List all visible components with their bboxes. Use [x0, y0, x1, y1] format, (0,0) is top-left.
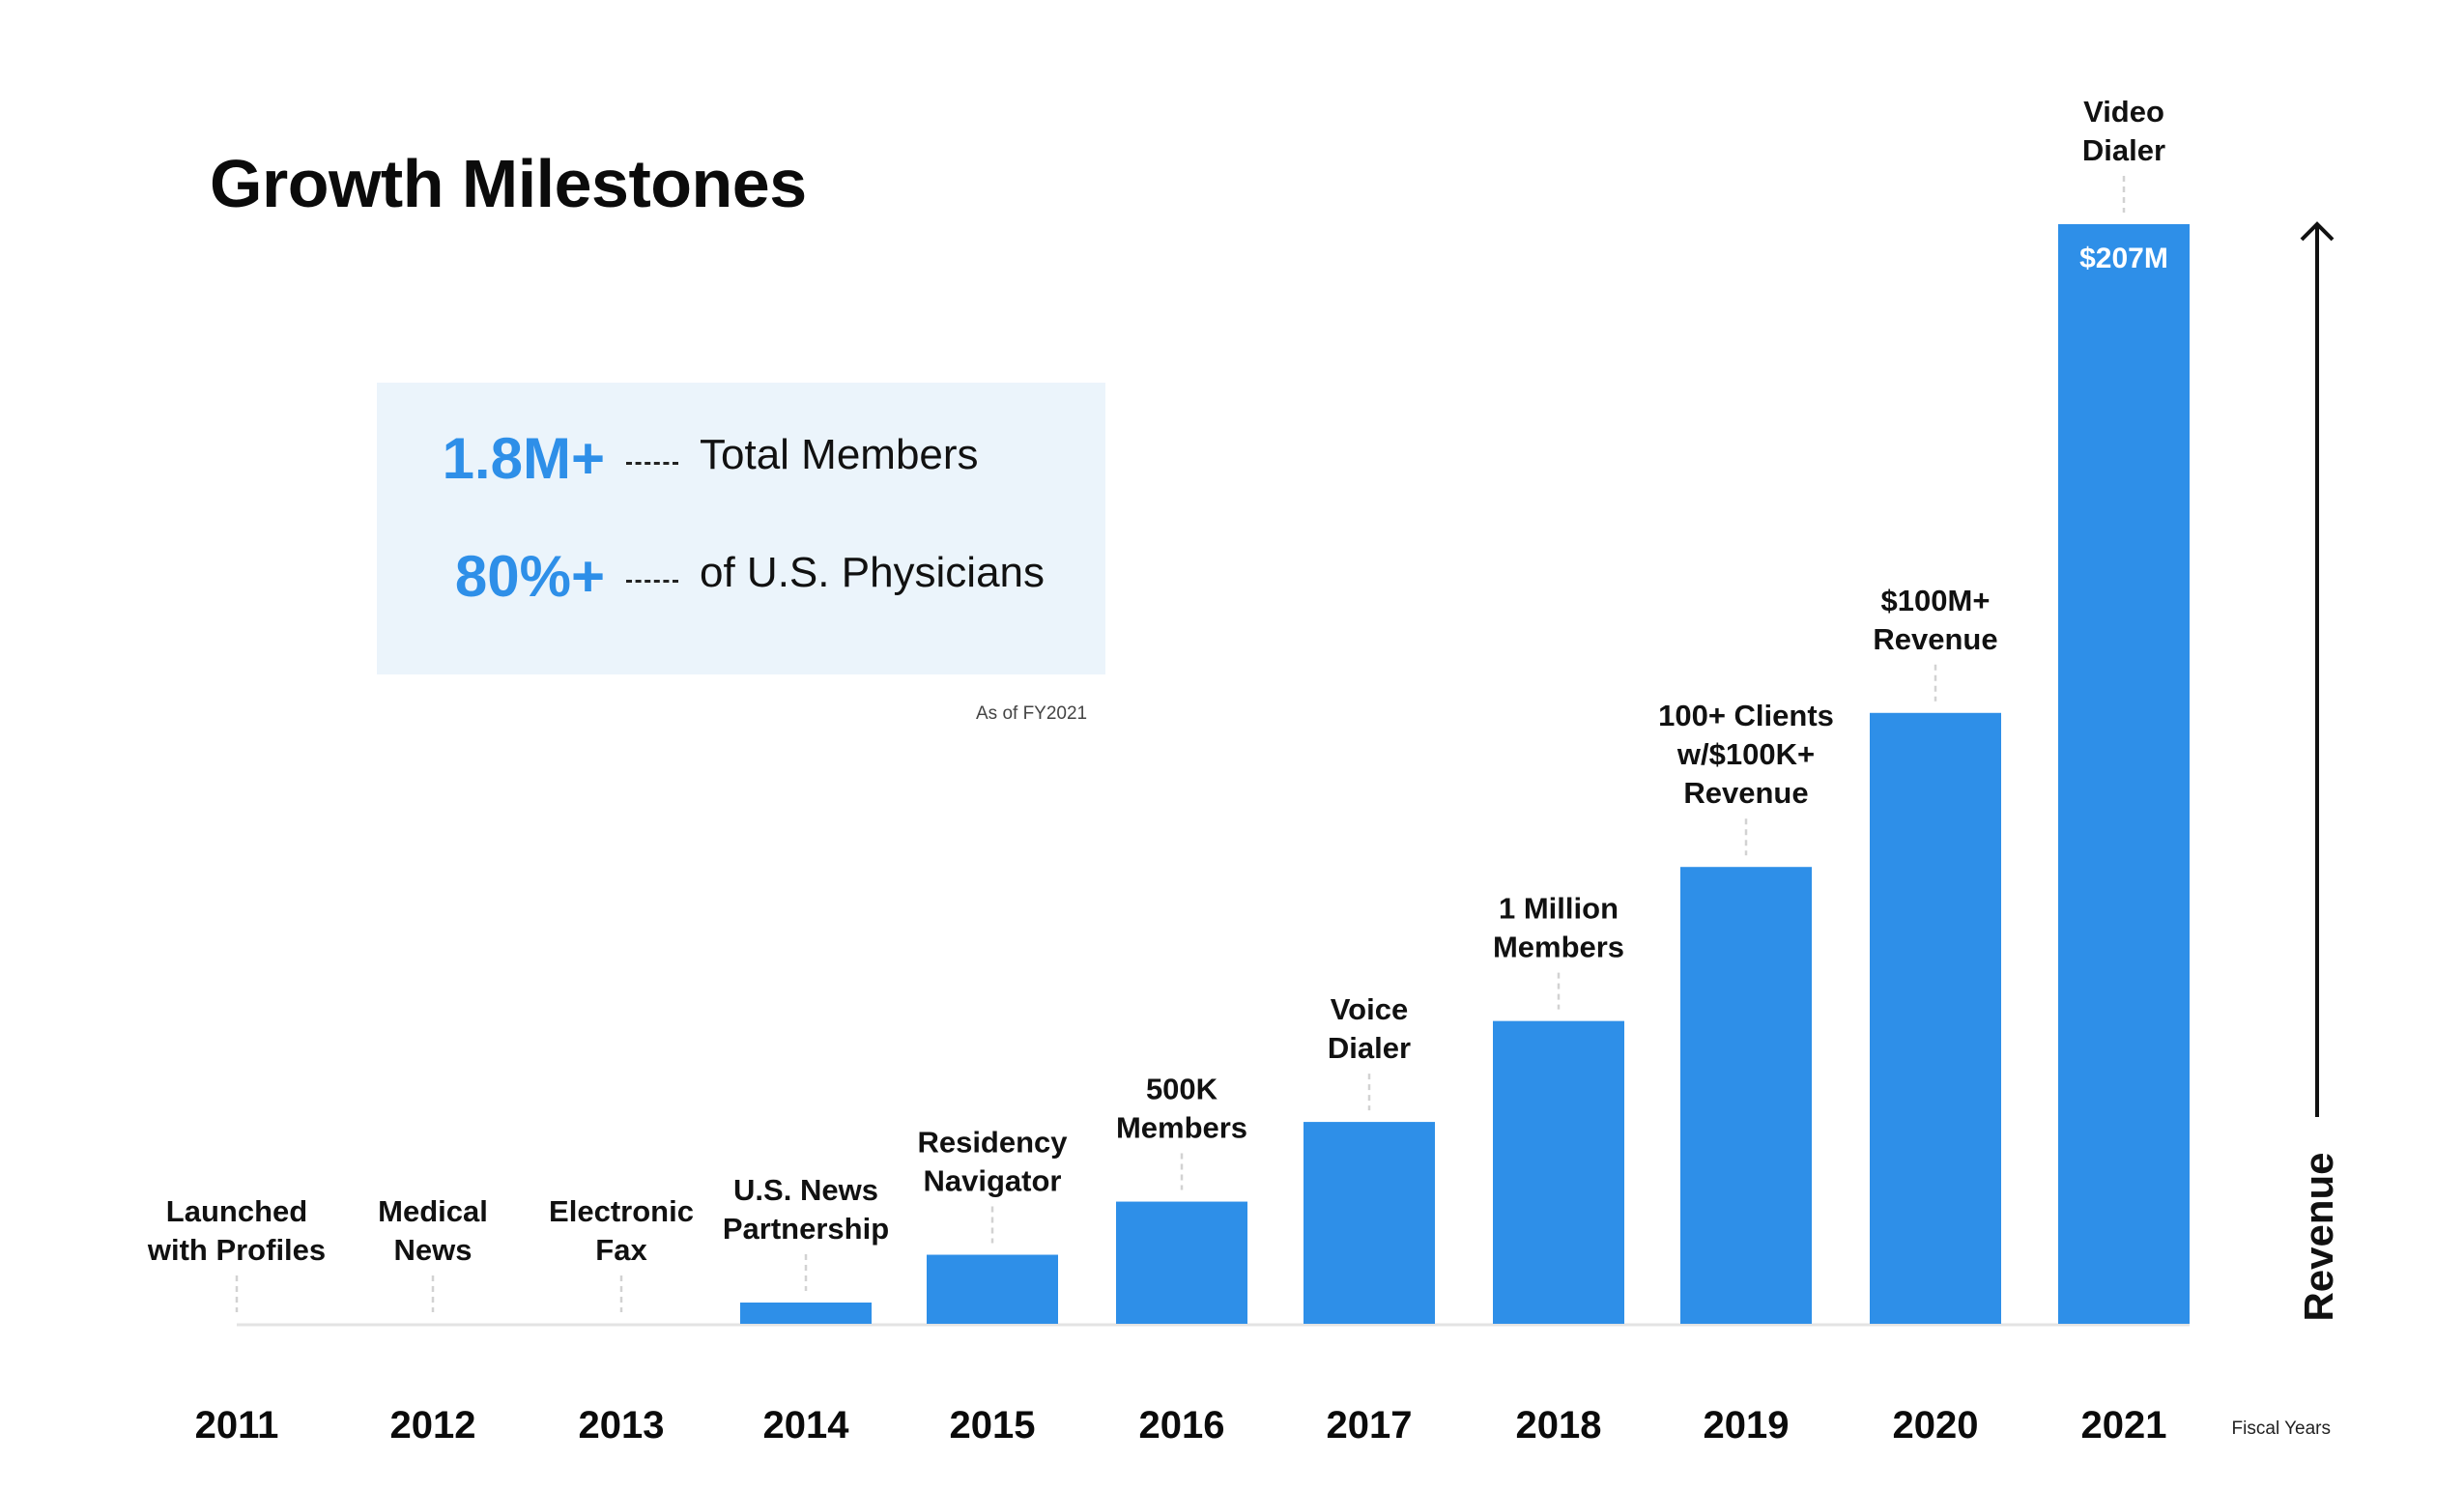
- dash-connector: [626, 462, 678, 465]
- x-tick-label-2017: 2017: [1327, 1404, 1413, 1447]
- x-tick-label-2019: 2019: [1704, 1404, 1790, 1447]
- milestone-label-2015: Residency Navigator: [917, 1126, 1068, 1198]
- bar-2015: [927, 1254, 1058, 1324]
- arrow-up-icon: [2300, 221, 2335, 242]
- milestone-label-2020: $100M+ Revenue: [1873, 584, 1997, 656]
- y-axis-title: Revenue: [2296, 1152, 2341, 1321]
- data-label-2021: $207M: [2079, 243, 2168, 274]
- milestone-label-2016: 500K Members: [1116, 1073, 1247, 1145]
- stat-value: 80%+: [454, 544, 605, 609]
- bar-2021: [2058, 224, 2190, 1324]
- milestone-label-2013: Electronic Fax: [549, 1194, 694, 1267]
- x-tick-label-2013: 2013: [579, 1404, 665, 1447]
- milestone-label-2012: Medical News: [378, 1194, 488, 1267]
- page-title: Growth Milestones: [210, 146, 807, 221]
- x-tick-label-2018: 2018: [1516, 1404, 1602, 1447]
- as-of-note: As of FY2021: [976, 703, 1088, 724]
- x-tick-label-2021: 2021: [2081, 1404, 2167, 1447]
- stat-total-members: 1.8M+ Total Members: [377, 425, 1105, 502]
- bar-2017: [1304, 1122, 1435, 1324]
- milestone-label-2011: Launched with Profiles: [147, 1194, 326, 1267]
- stats-panel: 1.8M+ Total Members 80%+ of U.S. Physici…: [377, 383, 1105, 674]
- milestone-label-2018: 1 Million Members: [1493, 892, 1624, 964]
- x-tick-label-2012: 2012: [390, 1404, 476, 1447]
- x-tick-label-2016: 2016: [1139, 1404, 1225, 1447]
- bar-2020: [1870, 712, 2001, 1324]
- bar-2016: [1116, 1201, 1247, 1324]
- milestone-label-2021: Video Dialer: [2082, 95, 2165, 167]
- dash-connector: [626, 580, 678, 583]
- bar-2014: [740, 1303, 872, 1324]
- stat-physicians: 80%+ of U.S. Physicians: [377, 543, 1105, 620]
- stat-label: of U.S. Physicians: [700, 549, 1046, 596]
- bar-2018: [1493, 1020, 1624, 1324]
- x-tick-label-2014: 2014: [763, 1404, 850, 1447]
- stat-value: 1.8M+: [442, 426, 605, 491]
- milestone-label-2014: U.S. News Partnership: [723, 1173, 889, 1246]
- stat-label: Total Members: [700, 431, 979, 478]
- milestone-label-2019: 100+ Clients w/$100K+ Revenue: [1658, 699, 1834, 810]
- milestone-label-2017: Voice Dialer: [1328, 992, 1411, 1065]
- x-axis-title: Fiscal Years: [2232, 1418, 2331, 1439]
- x-tick-label-2020: 2020: [1893, 1404, 1979, 1447]
- x-tick-label-2015: 2015: [950, 1404, 1036, 1447]
- x-tick-label-2011: 2011: [195, 1404, 279, 1447]
- bar-2019: [1680, 867, 1812, 1324]
